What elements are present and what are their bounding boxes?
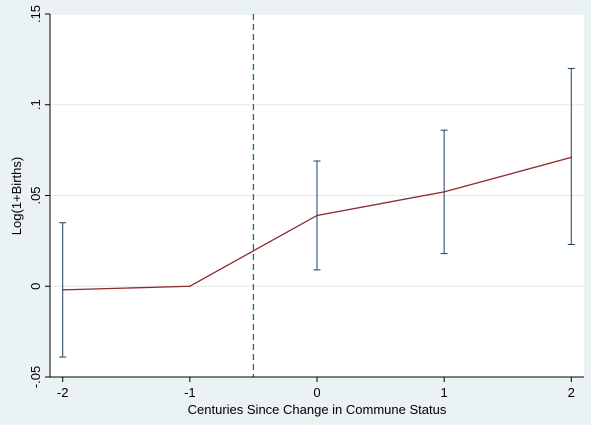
x-tick-label-2: 0 [313, 385, 320, 400]
x-axis-title: Centuries Since Change in Commune Status [188, 402, 447, 417]
y-axis-title: Log(1+Births) [9, 157, 24, 235]
estimate-series [61, 156, 573, 291]
estimate-point-2 [316, 214, 318, 217]
y-tick-label-4: .15 [28, 5, 43, 23]
x-tick-label-0: -2 [57, 385, 69, 400]
estimate-point-0 [61, 288, 64, 291]
estimate-point-3 [443, 190, 446, 193]
x-tick-label-1: -1 [184, 385, 196, 400]
estimate-point-1 [188, 285, 191, 288]
x-tick-label-3: 1 [441, 385, 448, 400]
y-tick-label-2: .05 [28, 186, 43, 204]
y-tick-label-1: 0 [28, 283, 43, 290]
y-tick-label-0: -.05 [28, 366, 43, 388]
estimate-point-4 [570, 156, 573, 159]
y-ticks: -.05 0 .05 .1 .15 [28, 5, 50, 388]
y-tick-label-3: .1 [28, 99, 43, 110]
x-ticks: -2 -1 0 1 2 [57, 377, 575, 400]
x-tick-label-4: 2 [568, 385, 575, 400]
